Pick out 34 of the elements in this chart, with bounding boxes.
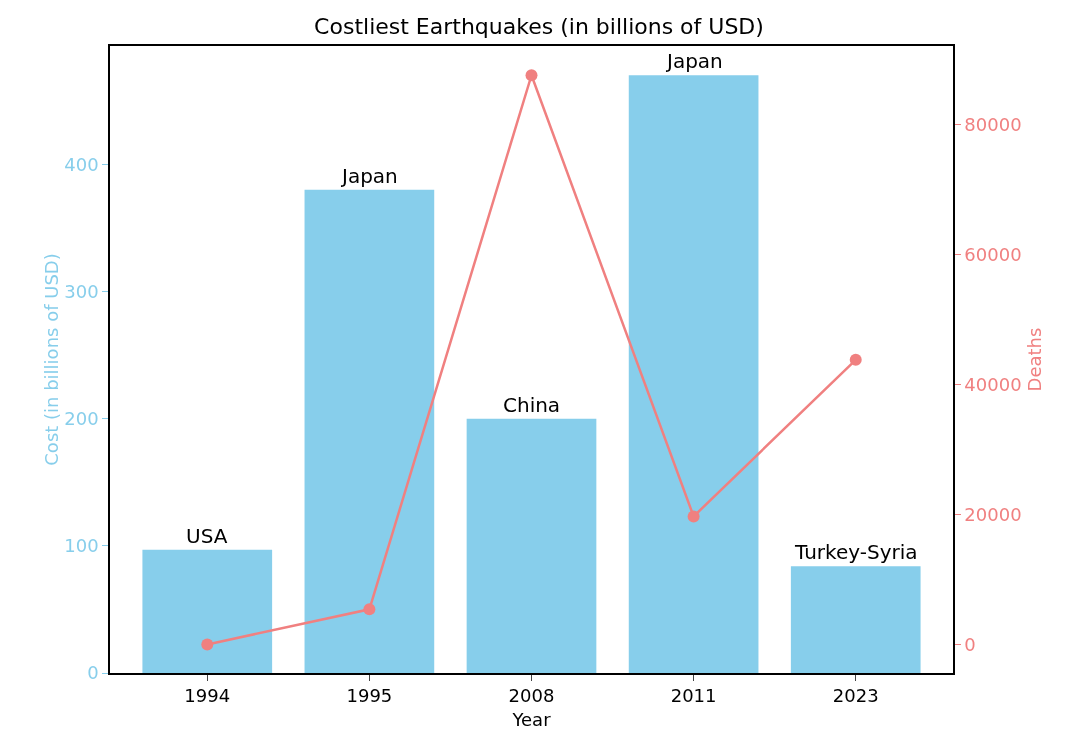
y2-axis-title: Deaths [1023,327,1045,392]
x-axis-title: Year [511,708,552,730]
y-tick-label: 100 [64,535,99,557]
x-tick-label: 2008 [508,685,555,707]
y2-tick-label: 20000 [964,503,1022,525]
y-axis-title: Cost (in billions of USD) [41,253,63,466]
bar [466,418,597,673]
x-tick-label: 1995 [346,685,393,707]
x-tick-label: 2011 [670,685,717,707]
bar [304,189,435,673]
bar [142,549,273,673]
point [687,510,700,523]
y2-tick-label: 40000 [964,373,1022,395]
annotation: China [503,393,561,417]
y-tick-label: 200 [64,407,99,429]
chart-title: Costliest Earthquakes (in billions of USD) [314,13,764,39]
point [849,353,862,366]
y2-tick-label: 60000 [964,243,1022,265]
point [363,603,376,616]
point [525,69,538,82]
x-tick-label: 1994 [184,685,231,707]
annotation: Turkey-Syria [794,540,918,564]
y-tick-label: 0 [87,662,99,684]
y2-tick-label: 80000 [964,113,1022,135]
y2-tick-label: 0 [964,633,976,655]
annotation: USA [186,524,228,548]
bar [790,566,921,673]
point [201,638,214,651]
bar [628,75,759,673]
x-tick-label: 2023 [832,685,879,707]
y-tick-label: 300 [64,280,99,302]
annotation: Japan [340,164,398,188]
annotation: Japan [665,49,723,73]
y-tick-label: 400 [64,153,99,175]
